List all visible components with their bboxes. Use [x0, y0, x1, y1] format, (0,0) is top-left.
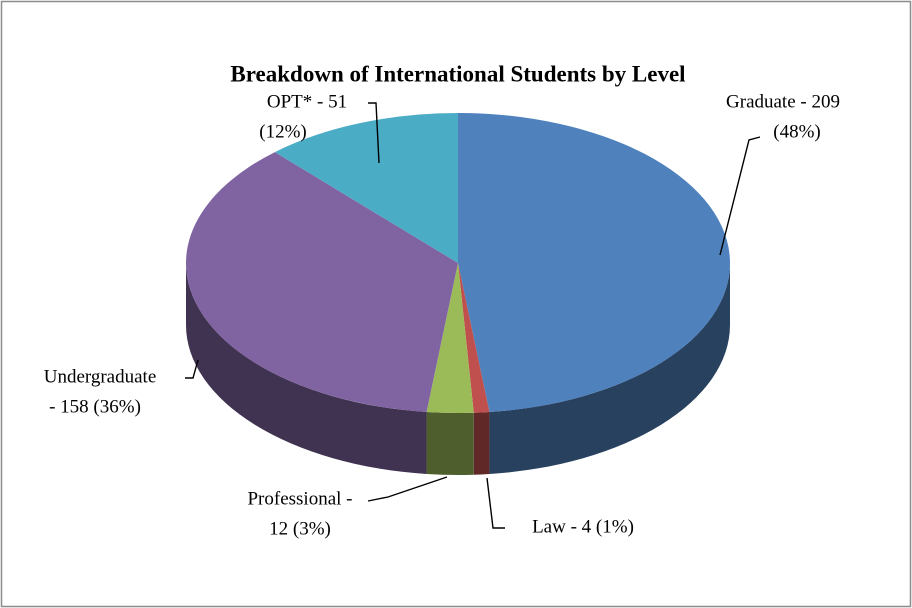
- data-label: Undergraduate: [44, 366, 157, 387]
- pie-side: [473, 411, 490, 475]
- pie-slice: [458, 113, 730, 412]
- data-label: - 158 (36%): [49, 396, 141, 417]
- leader-line: [367, 476, 448, 502]
- data-label: OPT* - 51: [267, 91, 347, 112]
- pie-slice: [185, 152, 458, 412]
- leader-line: [719, 136, 761, 256]
- data-label: Law - 4 (1%): [532, 516, 634, 537]
- chart-title: Breakdown of International Students by L…: [230, 61, 685, 86]
- leader-line: [486, 477, 505, 529]
- pie-side: [186, 263, 427, 474]
- pie: [185, 113, 730, 476]
- pie-slice: [426, 263, 474, 414]
- data-label: Graduate - 209: [726, 91, 840, 112]
- data-label: Professional -: [247, 488, 352, 509]
- pie-slice: [274, 113, 458, 263]
- data-label: 12 (3%): [269, 518, 331, 539]
- pie-side: [426, 411, 474, 476]
- leader-line: [368, 102, 380, 164]
- labels: Graduate - 209 (48%) Law - 4 (1%) Professio…: [44, 91, 840, 539]
- pie-slice: [458, 263, 490, 413]
- leader-line: [185, 359, 199, 379]
- data-label: (12%): [259, 121, 306, 142]
- data-label: (48%): [773, 121, 820, 142]
- pie-side: [489, 263, 730, 474]
